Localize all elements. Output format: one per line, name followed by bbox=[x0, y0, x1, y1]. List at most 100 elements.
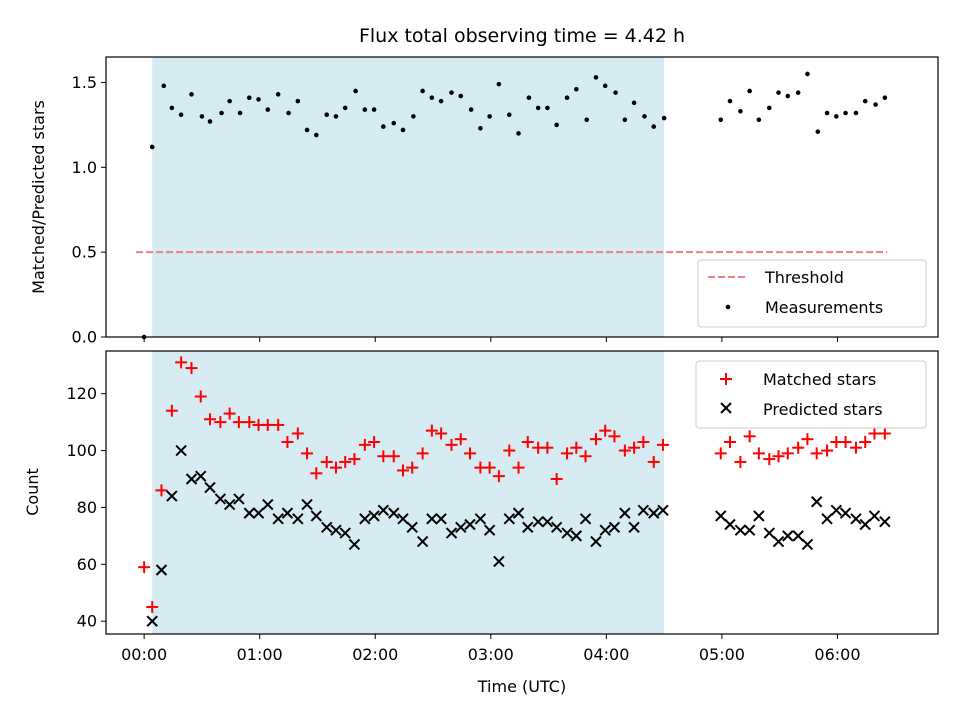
x-tick-label: 06:00 bbox=[814, 645, 860, 664]
predicted-star-point bbox=[753, 510, 765, 522]
measurement-point bbox=[342, 105, 348, 111]
matched-star-point bbox=[406, 461, 419, 474]
measurement-point bbox=[516, 131, 521, 136]
measurement-point bbox=[564, 95, 570, 101]
x-tick-label: 02:00 bbox=[352, 645, 398, 664]
ratio-axes-frame bbox=[105, 56, 939, 338]
ratio-plot-area bbox=[136, 71, 888, 340]
predicted-star-point bbox=[281, 507, 294, 519]
predicted-star-point bbox=[223, 498, 236, 511]
count-legend: Matched stars Predicted stars bbox=[695, 360, 927, 429]
measurement-point bbox=[554, 122, 559, 128]
measurement-point bbox=[718, 117, 724, 123]
measurement-point bbox=[642, 114, 647, 119]
matched-star-point bbox=[521, 436, 534, 449]
predicted-star-point bbox=[830, 504, 843, 516]
matched-star-point bbox=[358, 438, 371, 451]
measurement-point bbox=[776, 90, 781, 95]
predicted-star-point bbox=[541, 515, 554, 528]
predicted-star-point bbox=[464, 518, 476, 531]
matched-star-point bbox=[868, 427, 881, 440]
observing-span-shade bbox=[152, 57, 665, 337]
matched-star-point bbox=[656, 438, 669, 451]
measurement-point bbox=[324, 112, 330, 117]
matched-star-point bbox=[339, 455, 352, 468]
measurement-point bbox=[169, 105, 175, 111]
predicted-star-point bbox=[272, 513, 284, 525]
legend-predicted-label: Predicted stars bbox=[763, 400, 883, 419]
predicted-star-point bbox=[474, 513, 487, 525]
measurement-point bbox=[651, 124, 657, 129]
predicted-star-point bbox=[550, 521, 563, 534]
predicted-star-point bbox=[821, 513, 833, 525]
predicted-star-point bbox=[204, 481, 216, 494]
measurement-point bbox=[631, 100, 637, 106]
ratio-legend: Threshold Measurements bbox=[697, 259, 927, 328]
matched-star-point bbox=[541, 441, 554, 454]
predicted-star-point bbox=[368, 510, 380, 522]
predicted-star-point bbox=[599, 524, 611, 536]
y-tick-label: 80 bbox=[77, 498, 97, 517]
matched-star-point bbox=[138, 561, 151, 574]
observing-span-rect bbox=[152, 351, 665, 634]
measurement-point bbox=[420, 88, 425, 94]
measurement-point bbox=[295, 98, 301, 104]
ratio-x-ticks bbox=[143, 337, 838, 342]
measurement-point bbox=[286, 110, 291, 116]
matched-star-point bbox=[561, 447, 574, 460]
matched-star-point bbox=[821, 444, 834, 457]
matched-star-point bbox=[512, 461, 525, 474]
measurement-point bbox=[161, 83, 167, 89]
predicted-star-point bbox=[839, 507, 852, 519]
predicted-star-point bbox=[301, 498, 313, 511]
predicted-star-point bbox=[339, 527, 351, 539]
measurement-point bbox=[149, 144, 155, 150]
predicted-star-point bbox=[435, 513, 447, 525]
matched-star-point bbox=[743, 430, 756, 443]
predicted-star-point bbox=[146, 615, 158, 627]
measurement-point bbox=[496, 81, 502, 87]
predicted-star-point bbox=[243, 507, 255, 519]
matched-star-point bbox=[618, 444, 631, 457]
predicted-star-point bbox=[715, 510, 727, 522]
matched-star-point bbox=[291, 427, 304, 440]
matched-star-point bbox=[185, 362, 198, 375]
predicted-star-point bbox=[782, 530, 794, 542]
measurement-point bbox=[574, 86, 579, 92]
predicted-star-point bbox=[590, 535, 602, 548]
predicted-star-point bbox=[426, 513, 438, 525]
measurement-point bbox=[738, 109, 743, 114]
predicted-star-point bbox=[292, 513, 304, 525]
measurement-point bbox=[622, 117, 628, 123]
predicted-star-point bbox=[348, 538, 361, 551]
matched-star-point bbox=[281, 436, 294, 449]
matched-star-point bbox=[781, 447, 794, 460]
matched-star-point bbox=[570, 441, 583, 454]
predicted-star-point bbox=[724, 518, 736, 531]
predicted-star-point bbox=[483, 524, 496, 536]
matched-star-point bbox=[445, 438, 458, 451]
matched-star-point bbox=[792, 441, 805, 454]
predicted-star-point bbox=[445, 527, 458, 539]
matched-star-point bbox=[232, 416, 245, 429]
measurement-point bbox=[246, 95, 252, 101]
ratio-y-axis: 0.0 0.5 1.0 1.5 bbox=[72, 73, 106, 347]
measurement-point bbox=[371, 107, 377, 112]
measurement-point bbox=[207, 119, 213, 124]
predicted-star-point bbox=[455, 521, 467, 534]
predicted-star-point bbox=[657, 504, 669, 516]
predicted-star-point bbox=[648, 507, 660, 519]
matched-star-point bbox=[310, 467, 323, 480]
matched-star-point bbox=[194, 390, 207, 403]
x-tick-label: 04:00 bbox=[583, 645, 629, 664]
predicted-star-point bbox=[763, 527, 775, 539]
matched-star-point bbox=[377, 450, 390, 463]
predicted-star-point bbox=[734, 524, 747, 536]
y-tick-label: 1.5 bbox=[72, 73, 97, 92]
measurement-point bbox=[362, 107, 368, 112]
measurement-point bbox=[756, 117, 762, 123]
predicted-star-point bbox=[628, 521, 640, 534]
measurement-point bbox=[747, 88, 752, 94]
count-panel: 40 60 80 100 120 00:00 01:00 02:00 03:00 04:00 05… bbox=[23, 350, 939, 664]
count-axes-frame bbox=[105, 350, 939, 635]
